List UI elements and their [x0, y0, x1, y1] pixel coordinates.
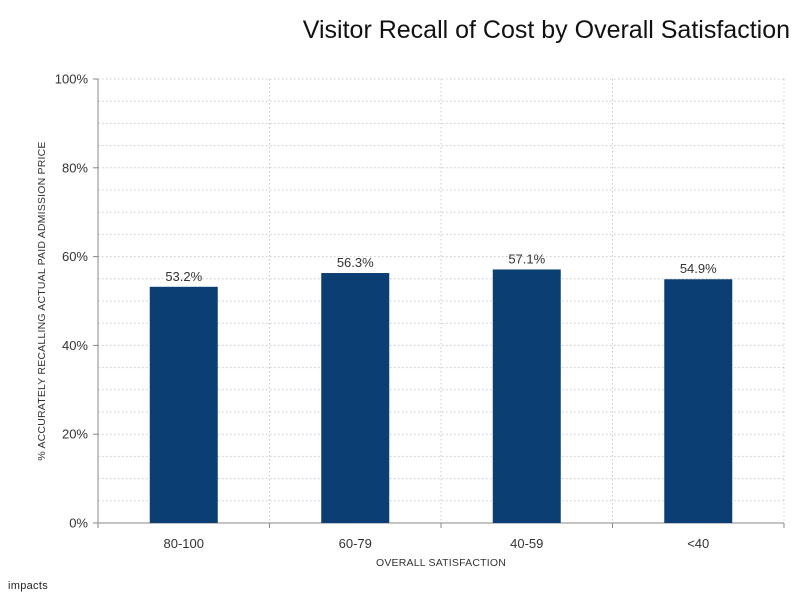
bar	[664, 279, 733, 523]
x-axis-title: OVERALL SATISFACTION	[376, 557, 506, 569]
logo-text: impacts	[8, 580, 48, 592]
bar	[492, 269, 561, 523]
bars	[149, 269, 733, 523]
y-tick-label: 100%	[55, 72, 89, 87]
y-tick-label: 40%	[62, 338, 88, 353]
x-tick-label: 80-100	[164, 536, 204, 551]
data-label: 56.3%	[337, 255, 374, 270]
data-label: 57.1%	[508, 251, 545, 266]
y-tick-label: 80%	[62, 160, 88, 175]
y-tick-label: 20%	[62, 427, 88, 442]
impacts-logo: impacts	[8, 580, 48, 592]
x-tick-label: 60-79	[339, 536, 372, 551]
bar	[149, 286, 218, 523]
y-tick-label: 0%	[69, 516, 88, 531]
data-label: 54.9%	[680, 261, 717, 276]
data-label: 53.2%	[165, 269, 202, 284]
y-axis-title: % ACCURATELY RECALLING ACTUAL PAID ADMIS…	[36, 141, 48, 460]
x-tick-label: 40-59	[510, 536, 543, 551]
bar	[321, 273, 390, 523]
labels: 53.2% 80-100 56.3% 60-79 57.1% 40-59 54.9% <40	[164, 251, 718, 551]
chart-title: Visitor Recall of Cost by Overall Satisf…	[302, 16, 790, 44]
x-tick-label: <40	[687, 536, 709, 551]
y-tick-label: 60%	[62, 249, 88, 264]
